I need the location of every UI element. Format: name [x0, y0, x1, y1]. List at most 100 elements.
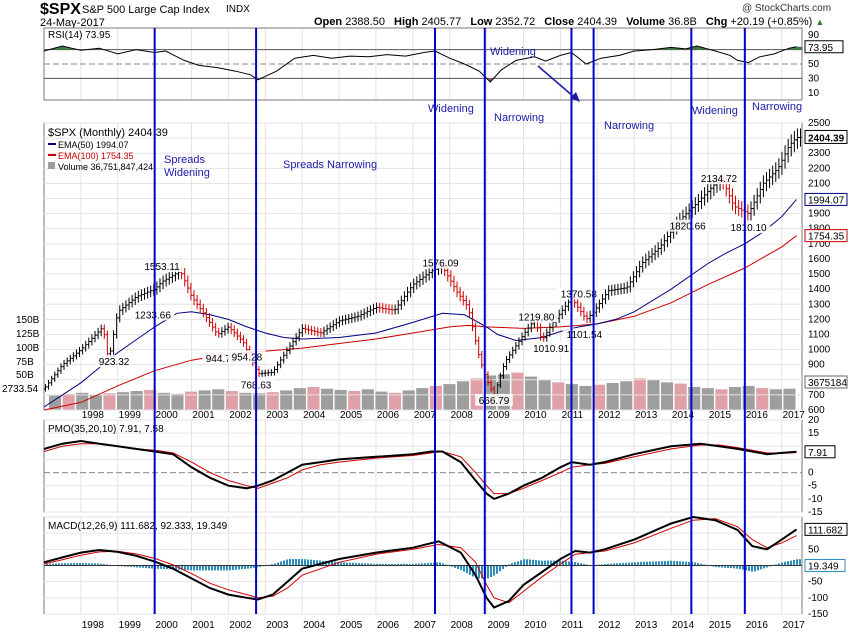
macd-histogram-bar: [310, 559, 312, 566]
price-value-label: 1101.54: [567, 330, 603, 341]
volume-bar: [185, 391, 198, 410]
macd-histogram-bar: [79, 562, 81, 566]
price-tick-label: 1400: [808, 284, 831, 295]
macd-histogram-bar: [415, 563, 417, 566]
annotation-spreads-widening: Spreads: [164, 154, 205, 166]
quote-bar: Open 2388.50 High 2405.77 Low 2352.72 Cl…: [314, 16, 824, 28]
x-tick-label: 2000: [156, 410, 179, 421]
macd-histogram-bar: [523, 559, 525, 566]
macd-histogram-bar: [403, 563, 405, 566]
macd-histogram-bar: [667, 560, 669, 566]
macd-histogram-bar: [250, 565, 252, 569]
price-tick-label: 1700: [808, 239, 831, 250]
macd-histogram-bar: [520, 560, 522, 566]
volume-bar: [457, 381, 470, 411]
price-close-label: 2404.39: [808, 133, 845, 144]
macd-histogram-bar: [76, 563, 78, 566]
macd-histogram-bar: [754, 565, 756, 572]
macd-histogram-bar: [739, 565, 741, 570]
macd-histogram-bar: [148, 565, 150, 569]
price-tick-label: 1500: [808, 269, 831, 280]
macd-histogram-bar: [439, 562, 441, 566]
price-tick-label: 700: [808, 390, 825, 401]
rsi-tick-label: 10: [808, 88, 820, 99]
volume-value: 36.8B: [668, 16, 697, 28]
x-tick-label: 2001: [192, 410, 215, 421]
macd-histogram-bar: [247, 565, 249, 569]
macd-histogram-bar: [187, 565, 189, 571]
macd-histogram-bar: [70, 563, 72, 566]
ema100-legend: EMA(100) 1754.35: [58, 151, 134, 161]
close-value: 2404.39: [577, 16, 618, 28]
macd-histogram-bar: [55, 563, 57, 566]
macd-current-label: 111.682: [808, 525, 843, 536]
volume-bar: [225, 391, 238, 410]
volume-bar: [620, 381, 633, 411]
macd-histogram-bar: [367, 563, 369, 566]
x-tick-label: 1999: [119, 410, 142, 421]
close-label: Close: [544, 16, 575, 28]
open-label: Open: [314, 16, 343, 28]
macd-histogram-bar: [232, 565, 234, 570]
macd-histogram-bar: [688, 561, 690, 566]
price-label-bg: [697, 172, 741, 185]
volume-bar: [157, 392, 170, 411]
macd-histogram-bar: [451, 565, 453, 567]
volume-bar: [783, 388, 796, 410]
macd-histogram-bar: [253, 565, 255, 568]
rsi-line: [43, 45, 797, 83]
x-tick-label-bottom: 1998: [82, 620, 105, 631]
macd-histogram-bar: [226, 565, 228, 571]
index-name: S&P 500 Large Cap Index: [82, 4, 210, 16]
macd-histogram-bar: [361, 563, 363, 566]
price-value-label: 923.32: [99, 357, 130, 368]
macd-hist-label: 19.349: [808, 562, 839, 573]
x-tick-label: 2017: [783, 410, 806, 421]
volume-bar: [525, 376, 538, 410]
price-value-label: 1810.10: [730, 223, 767, 234]
macd-histogram-bar: [799, 559, 801, 566]
x-tick-label-bottom: 2001: [192, 620, 215, 631]
macd-histogram-bar: [184, 565, 186, 570]
macd-histogram-bar: [160, 565, 162, 569]
price-value-label: 1576.09: [422, 259, 459, 270]
macd-histogram-bar: [280, 561, 282, 566]
volume-bar: [89, 394, 102, 410]
ema100-box: [804, 229, 848, 243]
x-tick-label: 2010: [524, 410, 547, 421]
macd-histogram-bar: [304, 559, 306, 566]
macd-histogram-bar: [340, 562, 342, 566]
annotation-widening-1: Widening: [428, 103, 474, 115]
macd-histogram-bar: [157, 565, 159, 569]
annotation-arrow-shaft: [537, 65, 575, 98]
rsi-value-box: [804, 40, 844, 54]
macd-histogram-bar: [298, 559, 300, 566]
macd-histogram-bar: [289, 559, 291, 566]
pmo-tick-label: 20: [808, 415, 820, 426]
macd-value-box: [804, 522, 848, 536]
macd-histogram-bar: [292, 559, 294, 566]
macd-histogram-bar: [238, 565, 240, 570]
volume-bar: [103, 393, 116, 410]
x-tick-label: 2009: [488, 410, 511, 421]
low-value: 2352.72: [495, 16, 536, 28]
macd-histogram-bar: [313, 560, 315, 566]
macd-histogram-bar: [223, 565, 225, 571]
rsi-tick-label: 30: [808, 73, 820, 84]
volume-bar: [198, 390, 211, 410]
macd-histogram-bar: [535, 560, 537, 566]
macd-histogram-bar: [274, 563, 276, 566]
volume-legend: Volume 36,751,847,424: [58, 162, 153, 172]
volume-bar: [661, 382, 674, 410]
volume-bar: [769, 389, 782, 410]
x-tick-label: 2015: [709, 410, 732, 421]
volume-bar: [715, 389, 728, 410]
price-legend-title: $SPX (Monthly) 2404.39: [48, 127, 168, 139]
annotation-narrowing-3: Narrowing: [752, 101, 802, 113]
source-credit: @ StockCharts.com: [742, 3, 832, 14]
price-label-bg: [95, 355, 133, 368]
volume-bar: [321, 388, 334, 410]
macd-histogram-bar: [496, 565, 498, 574]
macd-histogram-bar: [301, 559, 303, 566]
pmo-tick-label: -15: [808, 507, 823, 518]
